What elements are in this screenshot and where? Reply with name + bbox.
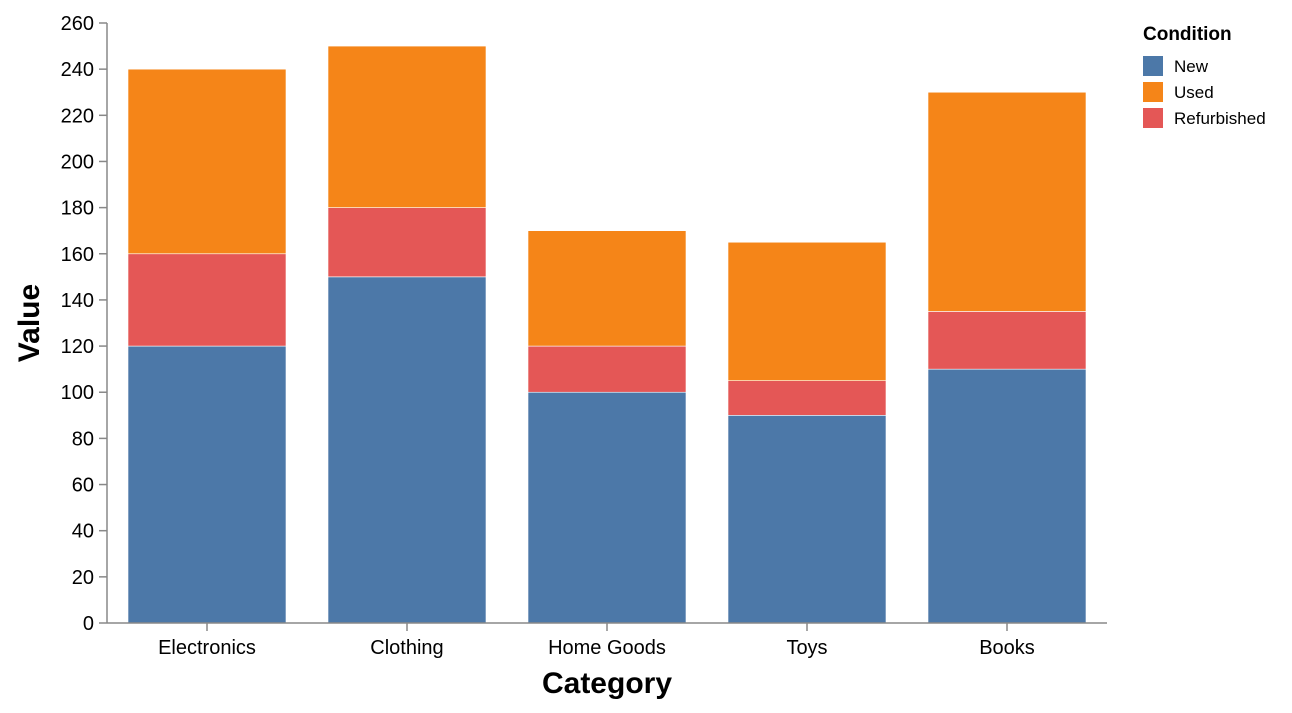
bar-home-goods-new — [527, 391, 687, 624]
bar-home-goods-refurbished — [527, 345, 687, 393]
x-axis: Electronics Clothing Home Goods Toys Books — [107, 622, 1107, 659]
legend-label-new: New — [1174, 57, 1209, 76]
y-tick-label-200: 200 — [61, 151, 94, 173]
legend: Condition New Used Refurbished — [1143, 24, 1266, 128]
bar-home-goods-used — [527, 230, 687, 347]
y-tick-label-0: 0 — [83, 613, 94, 635]
x-tick-label-electronics: Electronics — [158, 637, 256, 659]
bar-books-refurbished — [927, 311, 1087, 370]
y-axis: 0 20 40 60 80 100 120 140 160 180 200 220 240 260 — [61, 13, 108, 635]
legend-swatch-used — [1143, 82, 1163, 102]
x-tick-label-home-goods: Home Goods — [548, 637, 666, 659]
y-tick-label-160: 160 — [61, 244, 94, 266]
bars-layer — [127, 45, 1087, 624]
x-tick-label-toys: Toys — [786, 637, 827, 659]
bar-toys-used — [727, 241, 887, 381]
legend-title: Condition — [1143, 24, 1232, 45]
x-tick-label-books: Books — [979, 637, 1035, 659]
bar-books-new — [927, 368, 1087, 624]
y-axis-title: Value — [13, 284, 46, 362]
bar-electronics-refurbished — [127, 253, 287, 347]
legend-swatch-refurbished — [1143, 108, 1163, 128]
y-tick-label-120: 120 — [61, 336, 94, 358]
legend-label-refurbished: Refurbished — [1174, 109, 1266, 128]
bar-toys-new — [727, 415, 887, 624]
y-tick-label-60: 60 — [72, 475, 94, 497]
bar-electronics-new — [127, 345, 287, 624]
bar-clothing-used — [327, 45, 487, 208]
y-tick-label-140: 140 — [61, 290, 94, 312]
x-axis-title: Category — [542, 667, 672, 700]
bar-clothing-refurbished — [327, 207, 487, 278]
y-tick-label-240: 240 — [61, 59, 94, 81]
y-tick-label-260: 260 — [61, 13, 94, 35]
bar-books-used — [927, 91, 1087, 312]
legend-label-used: Used — [1174, 83, 1214, 102]
y-tick-label-80: 80 — [72, 428, 94, 450]
x-tick-label-clothing: Clothing — [370, 637, 443, 659]
bar-clothing-new — [327, 276, 487, 624]
y-tick-label-40: 40 — [72, 521, 94, 543]
y-tick-label-100: 100 — [61, 382, 94, 404]
y-tick-label-180: 180 — [61, 198, 94, 220]
y-tick-label-220: 220 — [61, 105, 94, 127]
bar-electronics-used — [127, 68, 287, 255]
y-tick-label-20: 20 — [72, 567, 94, 589]
bar-toys-refurbished — [727, 380, 887, 416]
legend-entries: New Used Refurbished — [1143, 56, 1266, 128]
legend-swatch-new — [1143, 56, 1163, 76]
